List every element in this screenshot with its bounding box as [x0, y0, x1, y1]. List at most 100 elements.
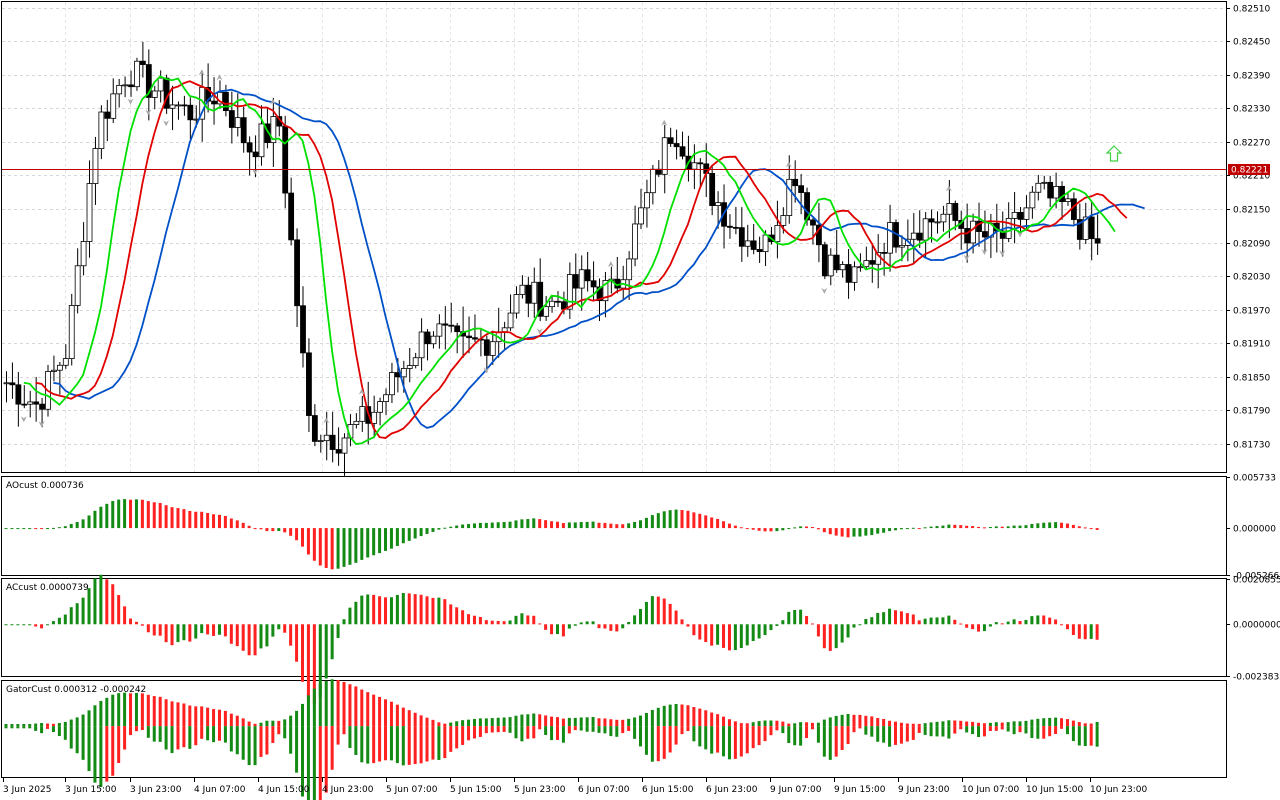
indicator-bar: [425, 528, 429, 534]
gator-lower-bar: [1089, 726, 1093, 746]
candle-body: [246, 142, 253, 153]
gator-upper-bar: [953, 720, 957, 727]
gator-lower-bar: [769, 726, 773, 736]
indicator-bar: [259, 624, 263, 649]
gator-upper-bar: [805, 722, 809, 727]
gator-upper-bar: [716, 714, 720, 727]
indicator-bar: [781, 620, 785, 625]
candle-body: [151, 90, 158, 98]
gator-lower-bar: [158, 726, 162, 742]
gator-upper-bar: [1077, 722, 1081, 727]
indicator-bar: [472, 523, 476, 529]
candle-body: [15, 384, 22, 405]
candle-body: [116, 84, 123, 95]
gator-upper-bar: [449, 722, 453, 727]
fractal-down-icon: [38, 421, 45, 428]
indicator-bar: [591, 621, 595, 625]
indicator-bar: [87, 515, 91, 529]
gator-upper-bar: [828, 717, 832, 727]
indicator-bar: [10, 528, 14, 530]
gator-lower-bar: [965, 726, 969, 733]
gator-lower-bar: [164, 726, 168, 750]
indicator-bar: [810, 527, 814, 529]
gator-upper-bar: [769, 720, 773, 727]
indicator-bar: [229, 624, 233, 644]
indicator-bar: [698, 624, 702, 640]
indicator-bar: [146, 501, 150, 529]
indicator-bar: [277, 624, 281, 630]
indicator-bar: [472, 615, 476, 625]
candle-body: [400, 368, 407, 378]
gator-lower-bar: [698, 726, 702, 747]
gator-upper-bar: [532, 713, 536, 727]
candle-body: [317, 440, 324, 443]
gator-lower-bar: [129, 726, 133, 736]
indicator-bar: [206, 512, 210, 529]
indicator-bar: [822, 528, 826, 533]
candle-body: [816, 224, 822, 246]
indicator-bar: [757, 624, 761, 639]
indicator-bar: [140, 499, 144, 529]
gator-upper-bar: [413, 712, 417, 727]
indicator-bar: [633, 615, 637, 625]
gator-upper-bar: [526, 714, 530, 727]
gator-upper-bar: [57, 723, 61, 727]
candle-body: [377, 401, 383, 413]
x-tick-label: 6 Jun 15:00: [642, 785, 694, 795]
gator-lower-bar: [194, 726, 198, 746]
indicator-bar: [146, 624, 150, 633]
candle-body: [110, 93, 117, 119]
indicator-bar: [34, 624, 38, 627]
gator-upper-bar: [312, 688, 316, 727]
candle-body: [732, 226, 739, 229]
indicator-bar: [644, 601, 648, 625]
gator-upper-bar: [306, 695, 310, 727]
indicator-bar: [894, 610, 897, 625]
gator-lower-bar: [99, 726, 103, 788]
indicator-bar: [443, 599, 447, 625]
gator-lower-bar: [508, 726, 512, 733]
indicator-bar: [484, 522, 488, 529]
indicator-bar: [550, 624, 554, 635]
indicator-bar: [520, 613, 524, 625]
gator-lower-bar: [520, 726, 524, 742]
gator-upper-bar: [348, 684, 352, 727]
indicator-bar: [247, 525, 251, 529]
candle-body: [525, 284, 532, 304]
indicator-bar: [93, 510, 97, 529]
gator-lower-bar: [805, 726, 809, 739]
gator-upper-bar: [158, 696, 162, 727]
gator-upper-bar: [40, 722, 44, 727]
gator-lower-bar: [923, 726, 927, 735]
gator-upper-bar: [840, 714, 844, 727]
indicator-bar: [959, 525, 963, 529]
indicator-bar: [496, 522, 500, 529]
gator-upper-bar: [461, 720, 465, 727]
x-tick-label: 10 Jun 07:00: [962, 785, 1019, 795]
gator-upper-bar: [520, 714, 524, 727]
gator-upper-bar: [810, 722, 814, 727]
indicator-bar: [994, 526, 998, 529]
indicator-bar: [644, 517, 648, 529]
indicator-bar: [941, 525, 945, 529]
indicator-bar: [686, 510, 690, 529]
gator-lower-bar: [947, 726, 951, 739]
indicator-bar: [212, 624, 216, 636]
gator-lower-bar: [212, 726, 216, 743]
indicator-bar: [597, 522, 601, 529]
indicator-bar: [241, 522, 245, 529]
gator-lower-bar: [140, 726, 144, 731]
indicator-bar: [508, 521, 512, 529]
gator-lower-bar: [81, 726, 85, 760]
candle-body: [549, 300, 555, 308]
indicator-bar: [526, 519, 530, 529]
candle-body: [92, 148, 99, 184]
gator-lower-bar: [1095, 726, 1099, 747]
gator-upper-bar: [46, 723, 50, 727]
gator-lower-bar: [959, 726, 963, 730]
ao-title: AOcust 0.000736: [6, 481, 84, 491]
indicator-bar: [1095, 528, 1099, 530]
indicator-bar: [1042, 522, 1046, 529]
indicator-bar: [935, 617, 939, 625]
